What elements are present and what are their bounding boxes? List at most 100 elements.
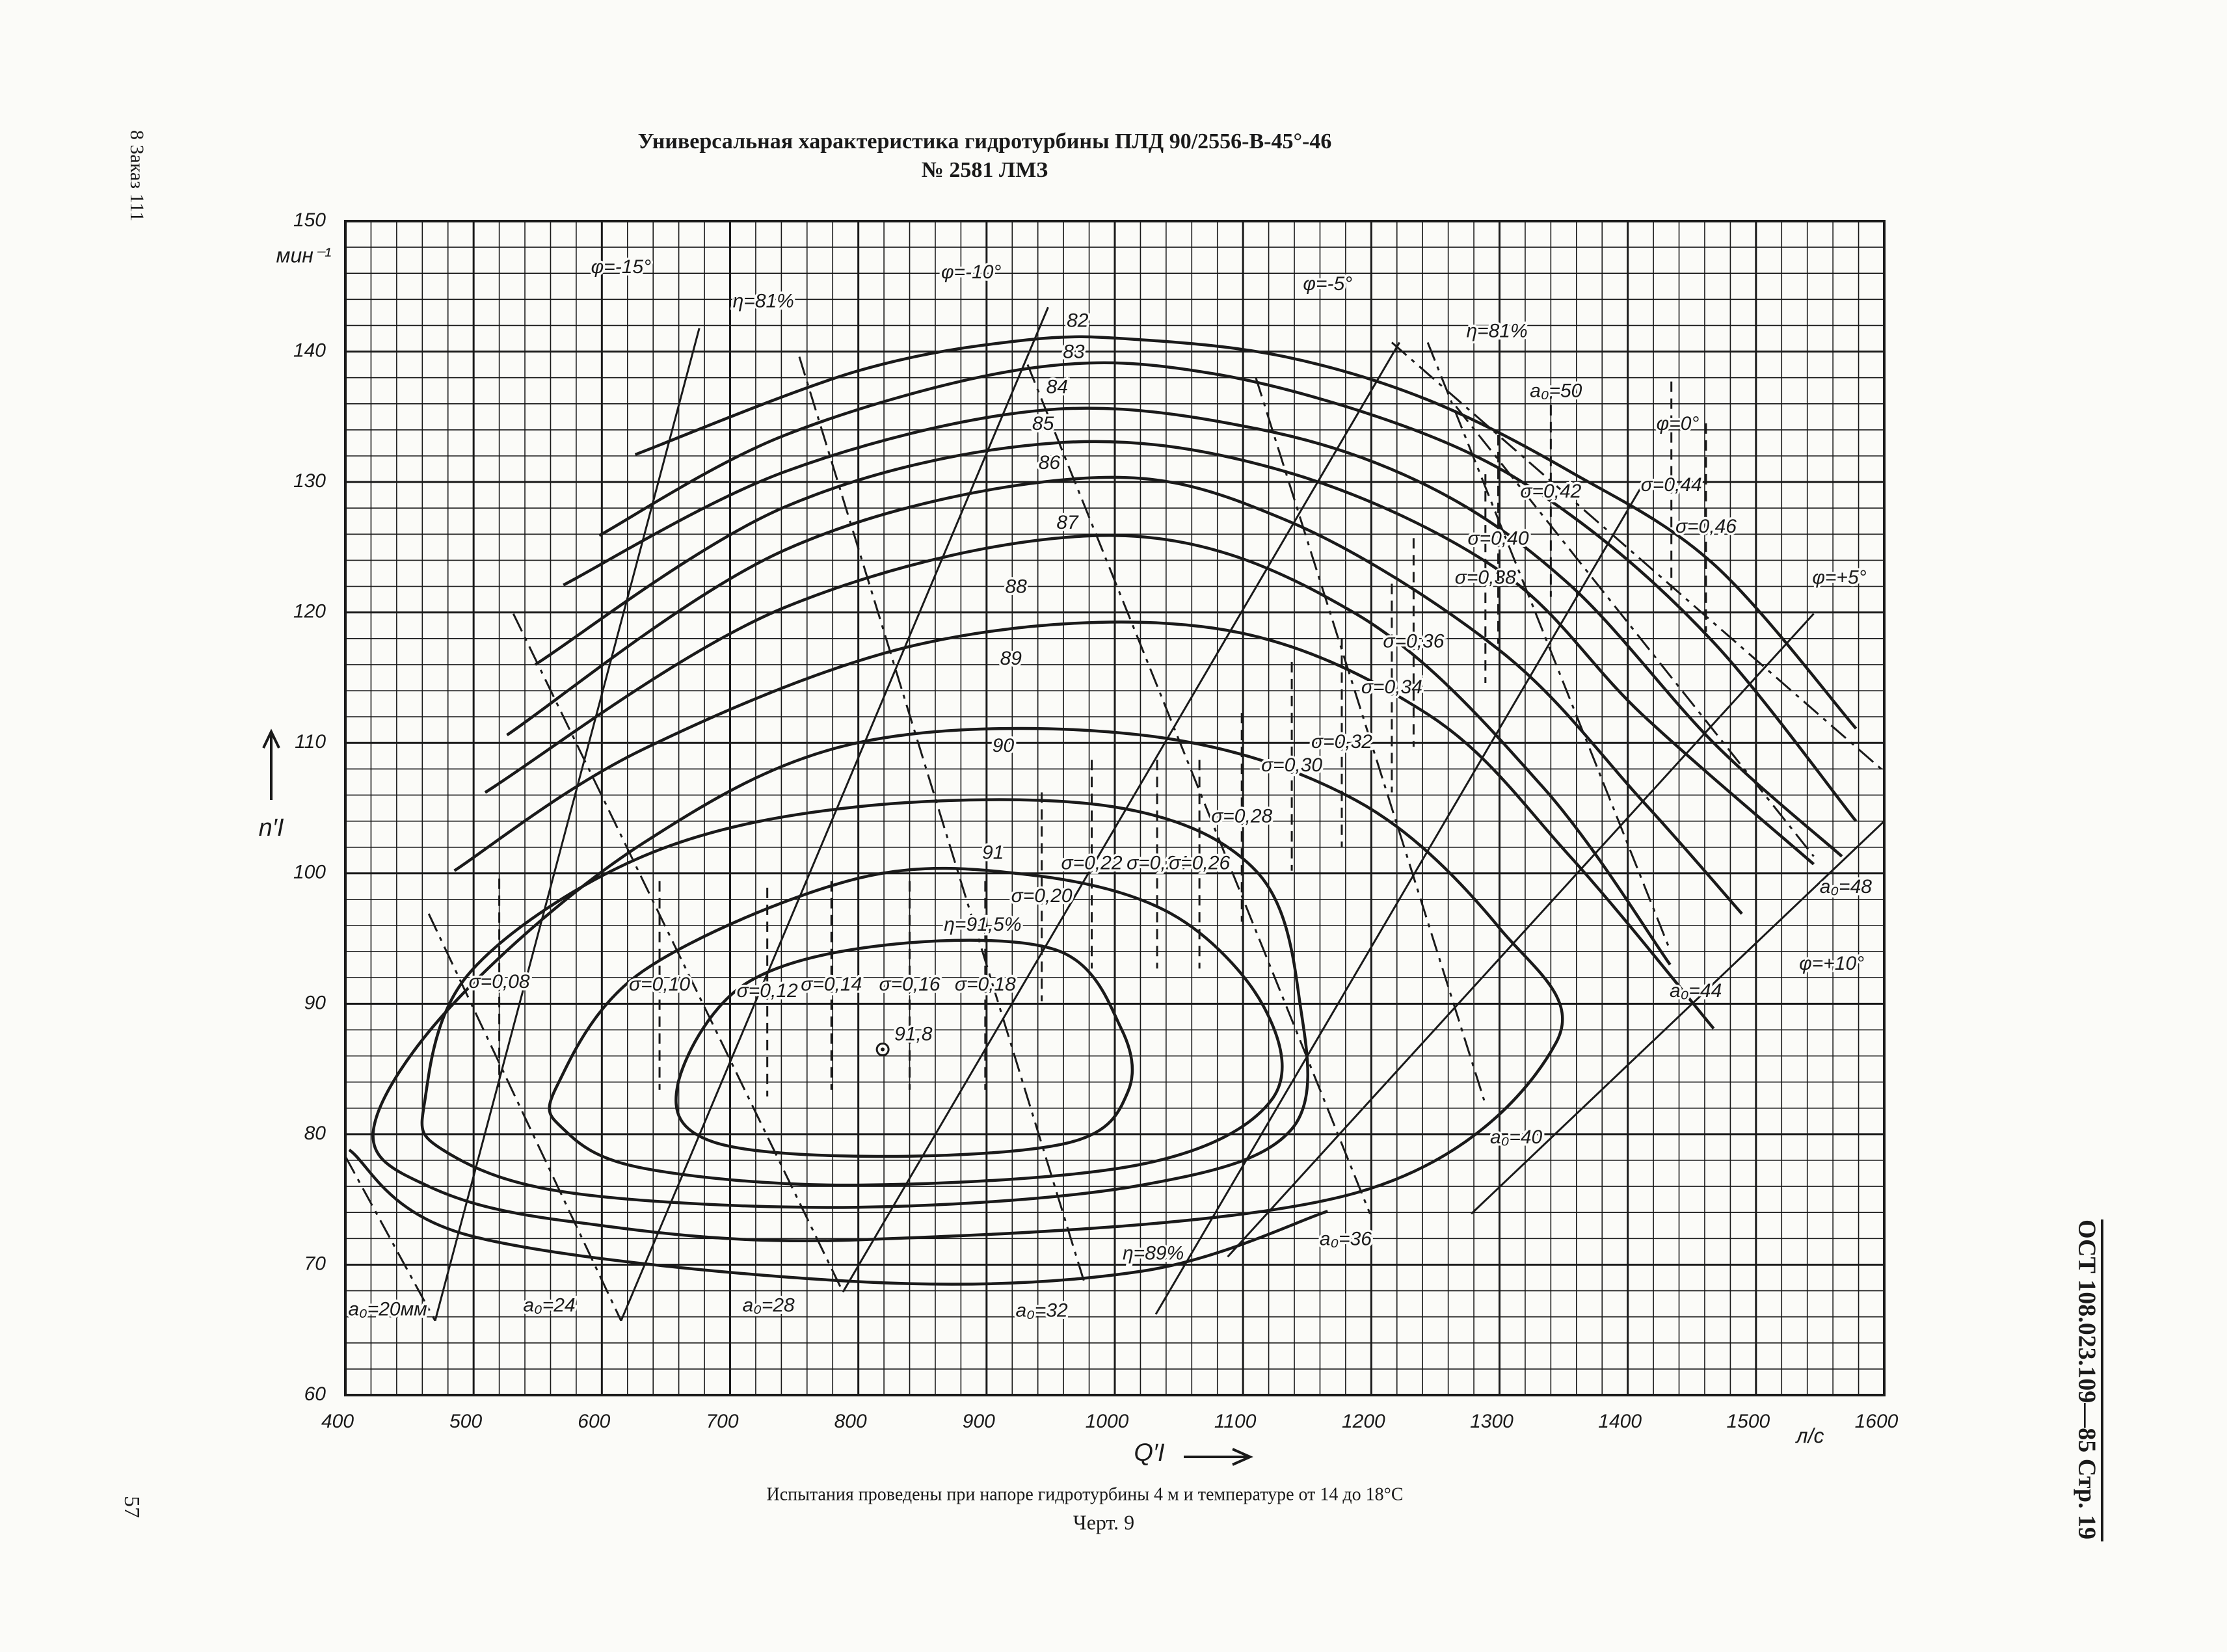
y-tick-label: 100 <box>293 862 326 883</box>
curve-label: a₀=28 <box>743 1295 795 1316</box>
opening-line <box>1255 377 1486 1101</box>
curve-label: φ=+5° <box>1812 566 1866 588</box>
curve-label: 89 <box>1000 648 1022 669</box>
curve-label: η=81% <box>1466 320 1527 341</box>
curve-label: a₀=40 <box>1490 1126 1543 1148</box>
curve-label: a₀=24 <box>523 1295 575 1316</box>
efficiency-contour <box>674 939 1134 1158</box>
efficiency-contour <box>371 726 1564 1243</box>
curve-label: φ=+10° <box>1799 953 1864 974</box>
x-tick-label: 900 <box>963 1411 995 1432</box>
curve-label: 84 <box>1047 377 1068 398</box>
cavitation-label: σ=0,36 <box>1383 631 1444 652</box>
efficiency-contour <box>348 1149 1328 1286</box>
y-tick-label: 60 <box>304 1383 327 1405</box>
chart-subtitle: № 2581 ЛМЗ <box>922 158 1048 182</box>
cavitation-label: σ=0,46 <box>1675 516 1737 537</box>
efficiency-contour <box>634 335 1858 730</box>
curve-label: φ=-15° <box>591 256 651 278</box>
curve-label: η=81% <box>733 290 794 312</box>
chart-title: Универсальная характеристика гидротурбин… <box>638 129 1332 153</box>
x-tick-label: 600 <box>578 1411 610 1432</box>
x-tick-label: 1400 <box>1598 1411 1642 1432</box>
y-axis-arrow <box>262 728 280 800</box>
optimum-dot <box>881 1047 885 1052</box>
y-tick-label: 90 <box>304 992 327 1013</box>
x-tick-label: 800 <box>834 1411 867 1432</box>
y-tick-label: 130 <box>293 470 326 492</box>
opening-line <box>1426 341 1672 951</box>
opening-line <box>427 913 622 1322</box>
blade-angle-line <box>434 328 700 1322</box>
curve-label: a₀=32 <box>1016 1300 1069 1322</box>
cavitation-label: σ=0,24 <box>1127 853 1188 874</box>
efficiency-contour <box>484 534 1672 966</box>
cavitation-label: σ=0,16 <box>879 974 940 995</box>
cavitation-label: σ=0,44 <box>1641 474 1702 496</box>
page-number: 57 <box>120 1496 144 1518</box>
curve-label: φ=0° <box>1657 413 1700 434</box>
cavitation-label: σ=0,10 <box>629 974 690 995</box>
figure-number: Черт. 9 <box>1073 1510 1134 1534</box>
cavitation-label: σ=0,12 <box>737 980 798 1002</box>
efficiency-contour <box>548 866 1284 1187</box>
cavitation-label: σ=0,38 <box>1455 566 1516 588</box>
cavitation-label: σ=0,22 <box>1061 853 1123 874</box>
blade-angle-line <box>842 341 1401 1293</box>
curve-label: 82 <box>1067 310 1089 331</box>
efficiency-contour <box>506 475 1743 915</box>
x-unit: л/с <box>1795 1424 1824 1447</box>
y-tick-label: 120 <box>293 601 326 622</box>
opening-line <box>798 356 1087 1286</box>
cavitation-label: σ=0,18 <box>955 974 1016 995</box>
efficiency-contour <box>453 620 1715 1030</box>
opening-line <box>1026 364 1371 1214</box>
document-stamp: ОСТ 108.023.109—85 Стр. 19 <box>2073 1219 2100 1539</box>
margin-note: 8 Заказ 111 <box>126 130 148 221</box>
curve-label: 91 <box>982 842 1004 864</box>
y-tick-label: 140 <box>293 340 326 361</box>
curve-label: 85 <box>1032 413 1054 434</box>
cavitation-label: σ=0,28 <box>1211 805 1272 827</box>
curve-label: a₀=36 <box>1320 1228 1372 1249</box>
cavitation-label: σ=0,40 <box>1468 527 1529 549</box>
curve-label: 90 <box>993 735 1015 756</box>
y-tick-label: 150 <box>293 209 326 231</box>
cavitation-label: σ=0,30 <box>1261 754 1322 776</box>
curve-label: a₀=20мм <box>348 1299 427 1320</box>
opening-line <box>512 613 844 1293</box>
cavitation-label: σ=0,42 <box>1520 481 1581 502</box>
caption: Испытания проведены при напоре гидротурб… <box>766 1484 1403 1504</box>
y-tick-label: 80 <box>304 1123 327 1144</box>
efficiency-contour <box>534 440 1815 866</box>
y-tick-label: 70 <box>304 1253 327 1274</box>
blade-angle-line <box>620 306 1049 1322</box>
x-axis-arrow <box>1184 1448 1253 1466</box>
x-tick-label: 400 <box>321 1411 354 1432</box>
cavitation-label: σ=0,14 <box>801 974 862 995</box>
cavitation-label: σ=0,20 <box>1011 885 1073 907</box>
plot-frame <box>344 220 1886 1396</box>
x-tick-label: 500 <box>449 1411 482 1432</box>
efficiency-contour <box>420 798 1309 1209</box>
x-tick-label: 1500 <box>1726 1411 1770 1432</box>
x-tick-label: 700 <box>706 1411 738 1432</box>
opening-line <box>344 1156 436 1322</box>
curve-label: 86 <box>1039 452 1061 473</box>
x-tick-label: 1600 <box>1855 1411 1899 1432</box>
x-axis-label: Q′I <box>1134 1439 1165 1467</box>
curve-label: 83 <box>1063 341 1085 362</box>
x-tick-label: 1200 <box>1342 1411 1385 1432</box>
blade-angle-line <box>1154 485 1643 1315</box>
blade-angle-line <box>1227 613 1815 1258</box>
curve-label: 87 <box>1056 512 1079 533</box>
curve-label: 88 <box>1005 576 1027 597</box>
cavitation-label: σ=0,32 <box>1311 731 1372 753</box>
cavitation-label: σ=0,08 <box>469 971 530 993</box>
efficiency-contour <box>563 406 1843 858</box>
opening-line <box>1391 341 1885 773</box>
curve-label: η=91,5% <box>944 914 1021 935</box>
curve-label: η=89% <box>1123 1242 1184 1264</box>
x-tick-label: 1000 <box>1086 1411 1129 1432</box>
